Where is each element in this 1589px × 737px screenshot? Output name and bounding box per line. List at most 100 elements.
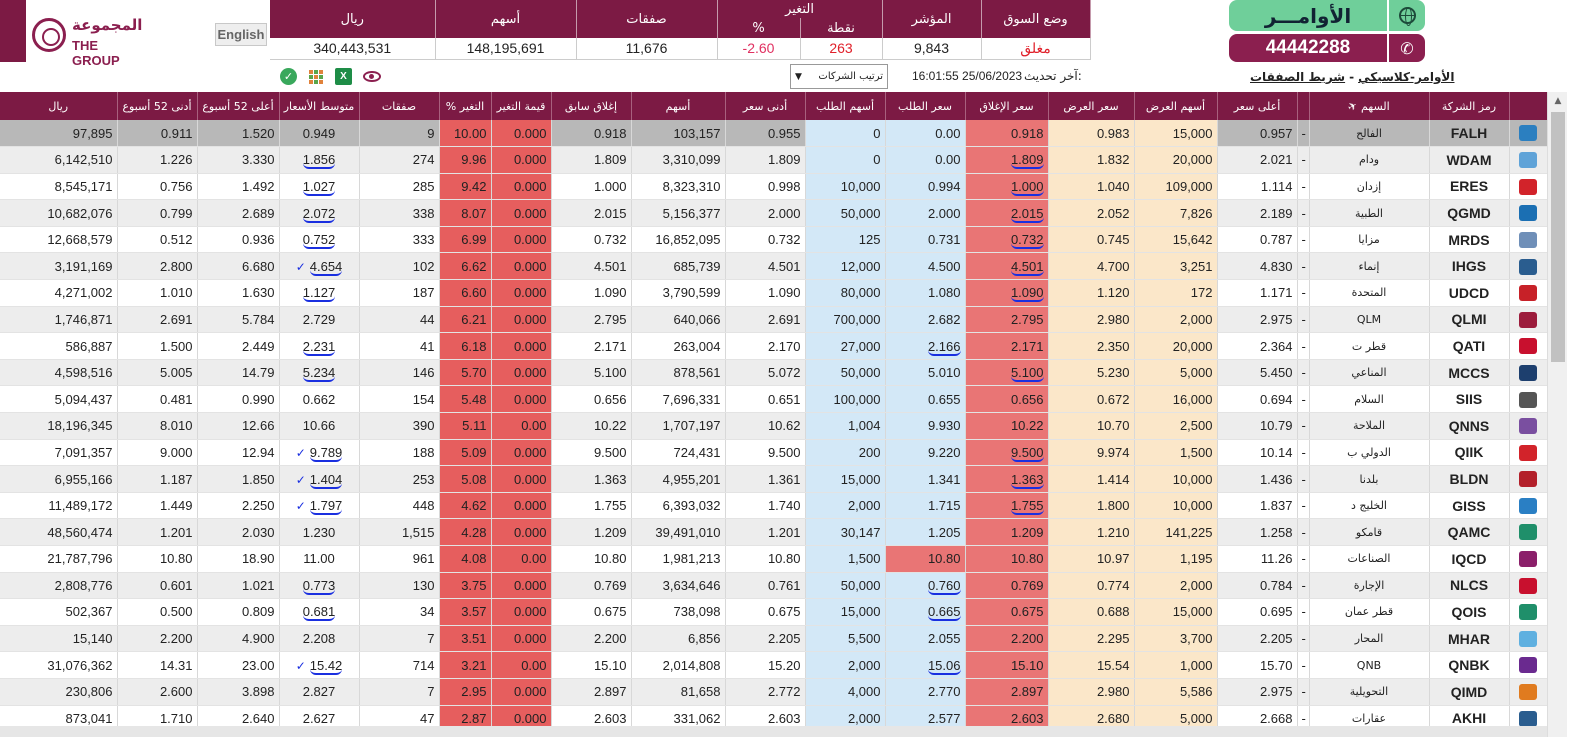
cell-askq: 141,225 bbox=[1134, 518, 1218, 546]
table-row[interactable]: 230,806 2.600 3.898 2.827 7 2.95 0.000 2.897 81,… bbox=[0, 678, 1547, 706]
company-sort-label: ترتيب الشركات bbox=[818, 71, 883, 82]
table-row[interactable]: 11,489,172 1.449 2.250 ✓ 1.797 448 4.62 0.000 1.… bbox=[0, 492, 1547, 520]
table-row[interactable]: 97,895 0.911 1.520 0.949 9 10.00 0.000 0.918 103… bbox=[0, 120, 1547, 148]
scroll-up-icon[interactable]: ▲ bbox=[1554, 96, 1562, 106]
cell-high-value: 2.668 bbox=[1259, 710, 1293, 726]
cell-avg: 0.949 bbox=[279, 120, 360, 148]
cell-chg-value: 0.000 bbox=[513, 338, 547, 354]
cell-high52-value: 2.640 bbox=[241, 710, 275, 726]
cell-prev: 2.171 bbox=[551, 332, 632, 360]
col-symbol[interactable]: رمز الشركة bbox=[1429, 92, 1510, 120]
cell-ask: 1.120 bbox=[1048, 279, 1135, 307]
col-bid[interactable]: سعر الطلب bbox=[885, 92, 966, 120]
cell-shares-value: 3,310,099 bbox=[662, 152, 721, 168]
cell-close: 0.732 bbox=[965, 226, 1049, 254]
table-row[interactable]: 502,367 0.500 0.809 0.681 34 3.57 0.000 0.675 73… bbox=[0, 598, 1547, 626]
cell-chg-value: 0.000 bbox=[513, 604, 547, 620]
excel-export-icon[interactable]: X bbox=[335, 68, 352, 85]
cell-high52-value: 12.66 bbox=[241, 418, 275, 434]
cell-riyal-value: 7,091,357 bbox=[54, 444, 113, 460]
cell-low: 1.201 bbox=[725, 518, 806, 546]
cell-high-value: 1.258 bbox=[1259, 524, 1293, 540]
cell-close: 0.918 bbox=[965, 120, 1049, 148]
check-icon[interactable]: ✓ bbox=[280, 68, 297, 85]
cell-ask: 1.210 bbox=[1048, 518, 1135, 546]
cell-riyal: 31,076,362 bbox=[0, 651, 118, 679]
col-change-value[interactable]: قيمة التغير bbox=[491, 92, 552, 120]
cell-avg: ✓ 1.404 bbox=[279, 465, 360, 493]
language-english-button[interactable]: English bbox=[215, 23, 267, 46]
globe-button[interactable] bbox=[1389, 0, 1425, 31]
table-row[interactable]: 586,887 1.500 2.449 2.231 41 6.18 0.000 2.171 26… bbox=[0, 332, 1547, 360]
cell-shares: 3,634,646 bbox=[631, 572, 726, 600]
trades-strip-link[interactable]: شريط الصفقات bbox=[1250, 70, 1346, 84]
table-row[interactable]: 15,140 2.200 4.900 2.208 7 3.51 0.000 2.200 6,85… bbox=[0, 625, 1547, 653]
col-close[interactable]: سعر الإغلاق bbox=[965, 92, 1049, 120]
table-row[interactable]: 21,787,796 10.80 18.90 11.00 961 4.08 0.00 10.8… bbox=[0, 545, 1547, 573]
cell-close-value: 2.171 bbox=[1010, 338, 1044, 354]
cell-shares-value: 3,790,599 bbox=[662, 285, 721, 301]
col-high[interactable]: أعلى سعر bbox=[1217, 92, 1298, 120]
table-row[interactable]: 18,196,345 8.010 12.66 10.66 390 5.11 0.00 10.2… bbox=[0, 412, 1547, 440]
page-scrollbar[interactable] bbox=[1567, 92, 1589, 737]
eye-icon[interactable] bbox=[363, 71, 381, 82]
table-row[interactable]: 48,560,474 1.201 2.030 1.230 1,515 4.28 0.000 1… bbox=[0, 518, 1547, 546]
cell-chg-value: 0.00 bbox=[521, 657, 547, 673]
col-change-pct[interactable]: % التغير bbox=[439, 92, 492, 120]
cell-pct-value: 5.70 bbox=[461, 365, 487, 381]
table-row[interactable]: 1,746,871 2.691 5.784 2.729 44 6.21 0.000 2.795… bbox=[0, 306, 1547, 334]
col-trades[interactable]: صفقات bbox=[359, 92, 440, 120]
cell-bid: 2.000 bbox=[885, 199, 966, 227]
cell-close-value: 2.603 bbox=[1010, 710, 1044, 726]
phone-number[interactable]: 44442288 bbox=[1229, 34, 1387, 62]
cell-chg: 0.000 bbox=[491, 332, 552, 360]
table-row[interactable]: 8,545,171 0.756 1.492 1.027 285 9.42 0.000 1.00… bbox=[0, 173, 1547, 201]
company-sort-select[interactable]: ▼ ترتيب الشركات bbox=[790, 64, 888, 89]
cell-avg: 2.231 bbox=[279, 332, 360, 360]
table-row[interactable]: 12,668,579 0.512 0.936 0.752 333 6.99 0.000 0.7… bbox=[0, 226, 1547, 254]
col-shares[interactable]: أسهم bbox=[631, 92, 726, 120]
cell-company-logo bbox=[1509, 678, 1547, 706]
cell-name: الفالح bbox=[1309, 120, 1430, 148]
table-row[interactable]: 5,094,437 0.481 0.990 0.662 154 5.48 0.000 0.65… bbox=[0, 385, 1547, 414]
table-row[interactable]: 4,598,516 5.005 14.79 5.234 146 5.70 0.000 5.10… bbox=[0, 359, 1547, 387]
col-stock[interactable]: ✈ السهم bbox=[1309, 92, 1430, 120]
col-low[interactable]: أدنى سعر bbox=[725, 92, 806, 120]
col-ask-qty[interactable]: أسهم العرض bbox=[1134, 92, 1218, 120]
logo-english-text: THE GROUP bbox=[72, 38, 120, 68]
cell-avg-value: 1.797 bbox=[309, 498, 343, 516]
horizontal-scrollbar[interactable] bbox=[0, 726, 1547, 737]
table-row[interactable]: 10,682,076 0.799 2.689 2.072 338 8.07 0.000 2.0… bbox=[0, 199, 1547, 227]
grid-scrollbar[interactable]: ▲ bbox=[1547, 92, 1567, 737]
table-row[interactable]: 31,076,362 14.31 23.00 ✓ 15.42 714 3.21 0.00 15.… bbox=[0, 651, 1547, 679]
cell-bidq-value: 10,000 bbox=[840, 178, 881, 194]
cell-low: 0.761 bbox=[725, 572, 806, 600]
cell-avg-value: 1.127 bbox=[302, 285, 336, 303]
table-row[interactable]: 6,142,510 1.226 3.330 1.856 274 9.96 0.000 1.80… bbox=[0, 146, 1547, 174]
orders-classic-link[interactable]: الأوامر-كلاسيكي bbox=[1358, 70, 1455, 84]
cell-pct: 4.62 bbox=[439, 492, 492, 520]
col-bid-qty[interactable]: أسهم الطلب bbox=[805, 92, 886, 120]
grid-layout-icon[interactable] bbox=[308, 69, 324, 85]
scrollbar-thumb[interactable] bbox=[1551, 112, 1565, 362]
orders-button[interactable]: الأوامـــر bbox=[1229, 0, 1387, 31]
cell-bidq-value: 4,000 bbox=[847, 684, 881, 700]
table-row[interactable]: 3,191,169 2.800 6.680 ✓ 4.654 102 6.62 0.000 4.5… bbox=[0, 252, 1547, 281]
col-prev-close[interactable]: إغلاق سابق bbox=[551, 92, 632, 120]
table-row[interactable]: 4,271,002 1.010 1.630 1.127 187 6.60 0.000 1.09… bbox=[0, 279, 1547, 307]
cell-ask-value: 1.210 bbox=[1096, 524, 1130, 540]
col-high52[interactable]: أعلى 52 أسبوع bbox=[197, 92, 280, 120]
cell-close: 15.10 bbox=[965, 651, 1049, 679]
cell-high-value: 2.021 bbox=[1259, 152, 1293, 168]
col-riyal[interactable]: ريال bbox=[0, 92, 118, 120]
cell-ask-value: 0.745 bbox=[1096, 232, 1130, 248]
col-ask[interactable]: سعر العرض bbox=[1048, 92, 1135, 120]
table-row[interactable]: 2,808,776 0.601 1.021 0.773 130 3.75 0.000 0.76… bbox=[0, 572, 1547, 600]
cell-low52-value: 1.010 bbox=[159, 285, 193, 301]
phone-button[interactable]: ✆ bbox=[1389, 34, 1425, 62]
table-row[interactable]: 6,955,166 1.187 1.850 ✓ 1.404 253 5.08 0.000 1.3… bbox=[0, 465, 1547, 493]
cell-sym-value: NLCS bbox=[1449, 577, 1489, 594]
col-low52[interactable]: أدنى 52 أسبوع bbox=[117, 92, 198, 120]
table-row[interactable]: 7,091,357 9.000 12.94 ✓ 9.789 188 5.09 0.000 9.5… bbox=[0, 439, 1547, 467]
col-avg-price[interactable]: متوسط الأسعار bbox=[279, 92, 360, 120]
